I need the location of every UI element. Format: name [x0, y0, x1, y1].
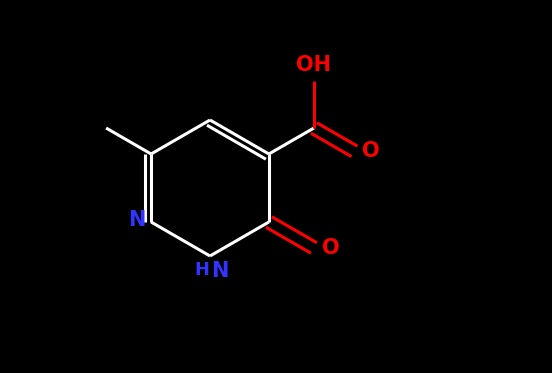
Text: H: H — [194, 261, 209, 279]
Text: O: O — [322, 238, 339, 258]
Text: OH: OH — [296, 55, 331, 75]
Text: N: N — [128, 210, 145, 230]
Text: N: N — [211, 261, 229, 281]
Text: O: O — [363, 141, 380, 162]
